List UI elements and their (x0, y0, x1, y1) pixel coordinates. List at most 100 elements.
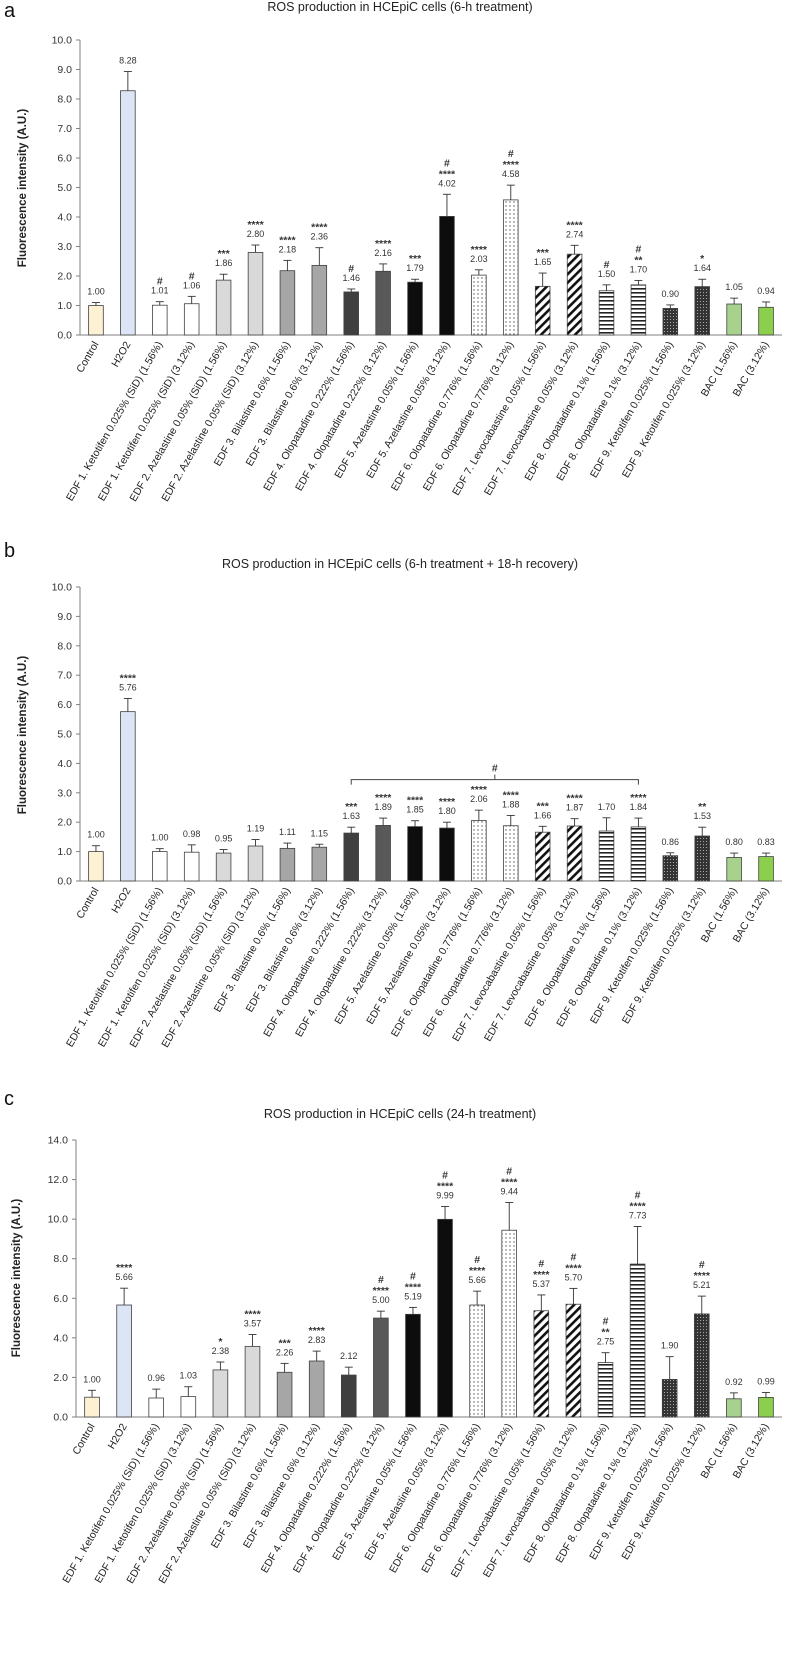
data-label: 5.00 (372, 1295, 390, 1305)
bar (373, 1317, 389, 1418)
chart-title: ROS production in HCEpiC cells (24-h tre… (264, 1107, 536, 1121)
y-tick-label: 10.0 (52, 35, 73, 47)
data-label: 1.79 (406, 263, 424, 273)
y-tick-label: 5.0 (57, 729, 72, 741)
data-label: 1.15 (311, 828, 329, 838)
significance-label: *** (537, 800, 550, 812)
category-label: Control (74, 340, 101, 375)
y-tick-label: 7.0 (57, 670, 72, 682)
significance-label: *** (217, 248, 230, 260)
bar (694, 835, 710, 882)
significance-label: **** (533, 1269, 550, 1281)
data-label: 5.66 (115, 1272, 133, 1282)
bar (215, 279, 232, 336)
significance-label: **** (247, 219, 264, 231)
bar (183, 851, 200, 882)
hash-label: # (506, 1166, 512, 1178)
data-label: 2.26 (276, 1347, 294, 1357)
bar (503, 825, 519, 882)
data-label: 2.83 (308, 1335, 326, 1345)
bar (661, 1379, 678, 1418)
hash-label: # (538, 1258, 544, 1270)
data-label: 1.87 (566, 803, 584, 813)
data-label: 2.36 (311, 232, 329, 242)
data-label: 0.99 (757, 1376, 775, 1386)
data-label: 0.83 (757, 837, 775, 847)
significance-label: **** (375, 792, 392, 804)
data-label: 2.74 (566, 229, 584, 239)
data-label: 5.21 (693, 1280, 711, 1290)
significance-label: * (700, 253, 705, 265)
data-label: 2.80 (247, 229, 265, 239)
bar (116, 1304, 132, 1418)
bar (630, 284, 647, 336)
bar (343, 832, 359, 882)
significance-label: **** (501, 1177, 518, 1189)
significance-label: ** (698, 801, 707, 813)
hash-label: # (474, 1254, 480, 1266)
data-label: 2.03 (470, 254, 488, 264)
data-label: 0.95 (215, 834, 233, 844)
data-label: 5.37 (533, 1279, 551, 1289)
bar (597, 1362, 614, 1418)
bar (212, 1369, 229, 1418)
category-label: Control (74, 886, 101, 921)
y-tick-label: 6.0 (53, 1293, 68, 1305)
hash-label: # (635, 243, 641, 255)
category-label: H2O2 (109, 885, 133, 915)
y-tick-label: 4.0 (57, 212, 72, 224)
data-label: 2.38 (212, 1346, 230, 1356)
significance-label: # (604, 259, 610, 271)
data-label: 1.65 (534, 257, 552, 267)
category-label: Control (70, 1422, 97, 1457)
category-label: H2O2 (109, 339, 133, 369)
significance-label: **** (116, 1262, 133, 1274)
significance-label: # (157, 276, 163, 288)
data-label: 1.66 (534, 810, 552, 820)
bar (88, 851, 104, 882)
data-label: 1.63 (342, 811, 360, 821)
bar (533, 1310, 550, 1418)
bar (694, 286, 710, 336)
y-tick-label: 10.0 (52, 582, 73, 594)
data-label: 1.64 (693, 263, 711, 273)
bracket-label: # (492, 763, 498, 775)
bar (120, 90, 136, 336)
bar (565, 1303, 582, 1418)
bar (503, 199, 519, 336)
y-tick-label: 9.0 (57, 611, 72, 623)
data-label: 2.75 (597, 1337, 615, 1347)
bar (279, 847, 296, 882)
data-label: 0.96 (147, 1373, 165, 1383)
category-label: H2O2 (106, 1421, 130, 1451)
bar (244, 1345, 261, 1418)
data-label: 4.02 (438, 178, 456, 188)
significance-label: **** (244, 1308, 261, 1320)
bar (152, 304, 168, 336)
bar (693, 1313, 710, 1418)
significance-label: **** (437, 1180, 454, 1192)
bar (726, 857, 742, 882)
data-label: 0.86 (662, 837, 680, 847)
hash-label: # (410, 1270, 416, 1282)
bar (311, 264, 328, 336)
significance-label: *** (278, 1337, 291, 1349)
y-tick-label: 8.0 (57, 94, 72, 106)
hash-label: # (442, 1169, 448, 1181)
significance-label: *** (537, 247, 550, 259)
panel-a: a ROS production in HCEpiC cells (6-h tr… (0, 0, 793, 545)
data-label: 2.18 (279, 244, 297, 254)
panel-letter-b: b (4, 540, 16, 562)
bar (598, 830, 615, 882)
data-label: 1.86 (215, 258, 233, 268)
data-label: 1.46 (342, 273, 360, 283)
significance-label: **** (407, 795, 424, 807)
bar (152, 851, 168, 882)
bar (84, 1396, 100, 1418)
significance-label: **** (439, 796, 456, 808)
bar (407, 281, 423, 336)
hash-label: # (508, 148, 514, 160)
significance-label: * (218, 1336, 223, 1348)
chart-b: ROS production in HCEpiC cells (6-h trea… (17, 557, 782, 1050)
bar (566, 825, 583, 882)
